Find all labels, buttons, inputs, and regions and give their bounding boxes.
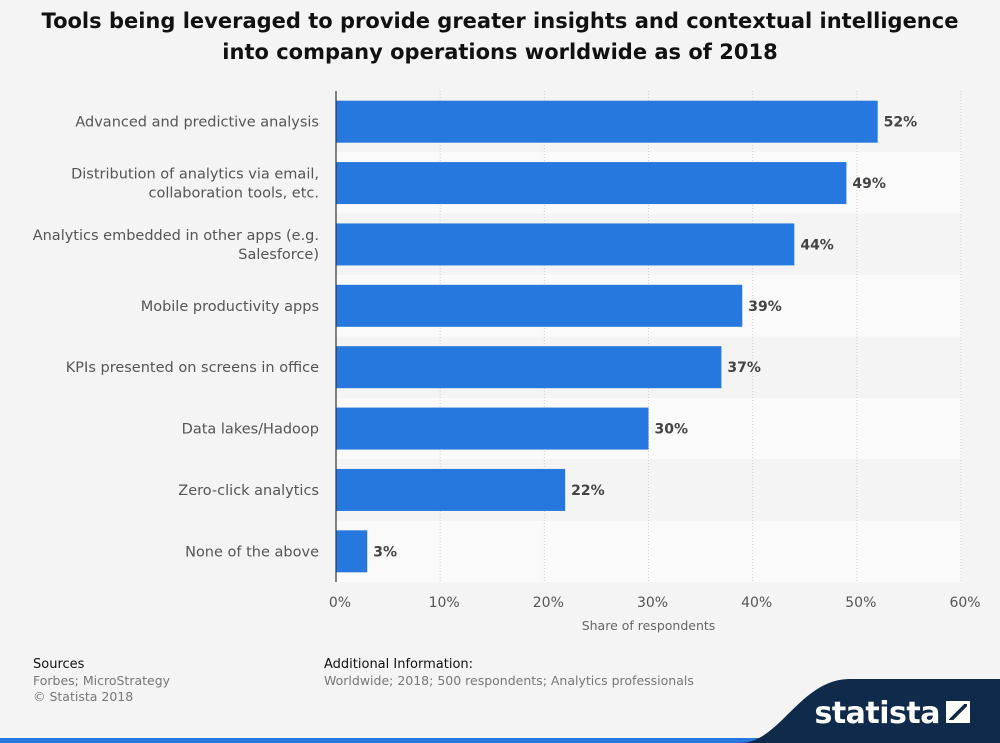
category-label: None of the above — [185, 544, 319, 560]
bar — [336, 407, 649, 450]
chart-title-line-2: into company operations worldwide as of … — [222, 40, 778, 64]
x-tick-label: 40% — [741, 595, 772, 611]
x-axis-title: Share of respondents — [582, 618, 716, 633]
bar — [336, 346, 722, 389]
category-label: Distribution of analytics via email, coll… — [71, 167, 319, 202]
sources-line-2: © Statista 2018 — [33, 689, 134, 704]
value-label: 44% — [800, 237, 834, 253]
brand-accent-bar — [0, 738, 1000, 743]
additional-info-heading: Additional Information: — [324, 657, 474, 672]
bar — [336, 530, 368, 573]
statista-logo-icon — [946, 701, 970, 723]
x-tick-label: 60% — [949, 595, 980, 611]
additional-info-block: Additional Information: Worldwide; 2018;… — [324, 657, 694, 689]
sources-heading: Sources — [33, 657, 85, 672]
category-label: Zero-click analytics — [178, 483, 319, 499]
sources-block: Sources Forbes; MicroStrategy © Statista… — [33, 657, 170, 705]
bar-chart: 52% Advanced and predictive analysis 49% Di… — [33, 91, 981, 633]
x-tick-label: 10% — [429, 595, 460, 611]
sources-line-1: Forbes; MicroStrategy — [33, 673, 171, 688]
statista-logo-background — [740, 679, 1000, 743]
x-tick-label: 0% — [329, 595, 351, 611]
additional-info-text: Worldwide; 2018; 500 respondents; Analyt… — [324, 673, 694, 688]
value-label: 37% — [727, 360, 761, 376]
bar — [336, 468, 566, 511]
bar — [336, 223, 795, 266]
category-label: KPIs presented on screens in office — [66, 360, 319, 376]
bar — [336, 162, 847, 205]
category-label: Analytics embedded in other apps (e.g. Sa… — [33, 228, 319, 263]
bar — [336, 284, 743, 327]
bar — [336, 100, 878, 143]
category-label: Data lakes/Hadoop — [182, 422, 319, 438]
x-tick-label: 20% — [533, 595, 564, 611]
value-label: 52% — [884, 115, 918, 131]
value-label: 30% — [655, 422, 689, 438]
x-tick-label: 50% — [845, 595, 876, 611]
value-label: 22% — [571, 483, 605, 499]
category-label: Advanced and predictive analysis — [75, 115, 319, 131]
chart-title: Tools being leveraged to provide greater… — [0, 6, 1000, 68]
category-label: Mobile productivity apps — [141, 299, 319, 315]
value-label: 39% — [748, 299, 782, 315]
value-label: 3% — [373, 544, 397, 560]
x-tick-label: 30% — [637, 595, 668, 611]
value-label: 49% — [852, 176, 886, 192]
chart-title-line-1: Tools being leveraged to provide greater… — [41, 9, 959, 33]
statista-logo[interactable]: statista — [814, 696, 940, 731]
